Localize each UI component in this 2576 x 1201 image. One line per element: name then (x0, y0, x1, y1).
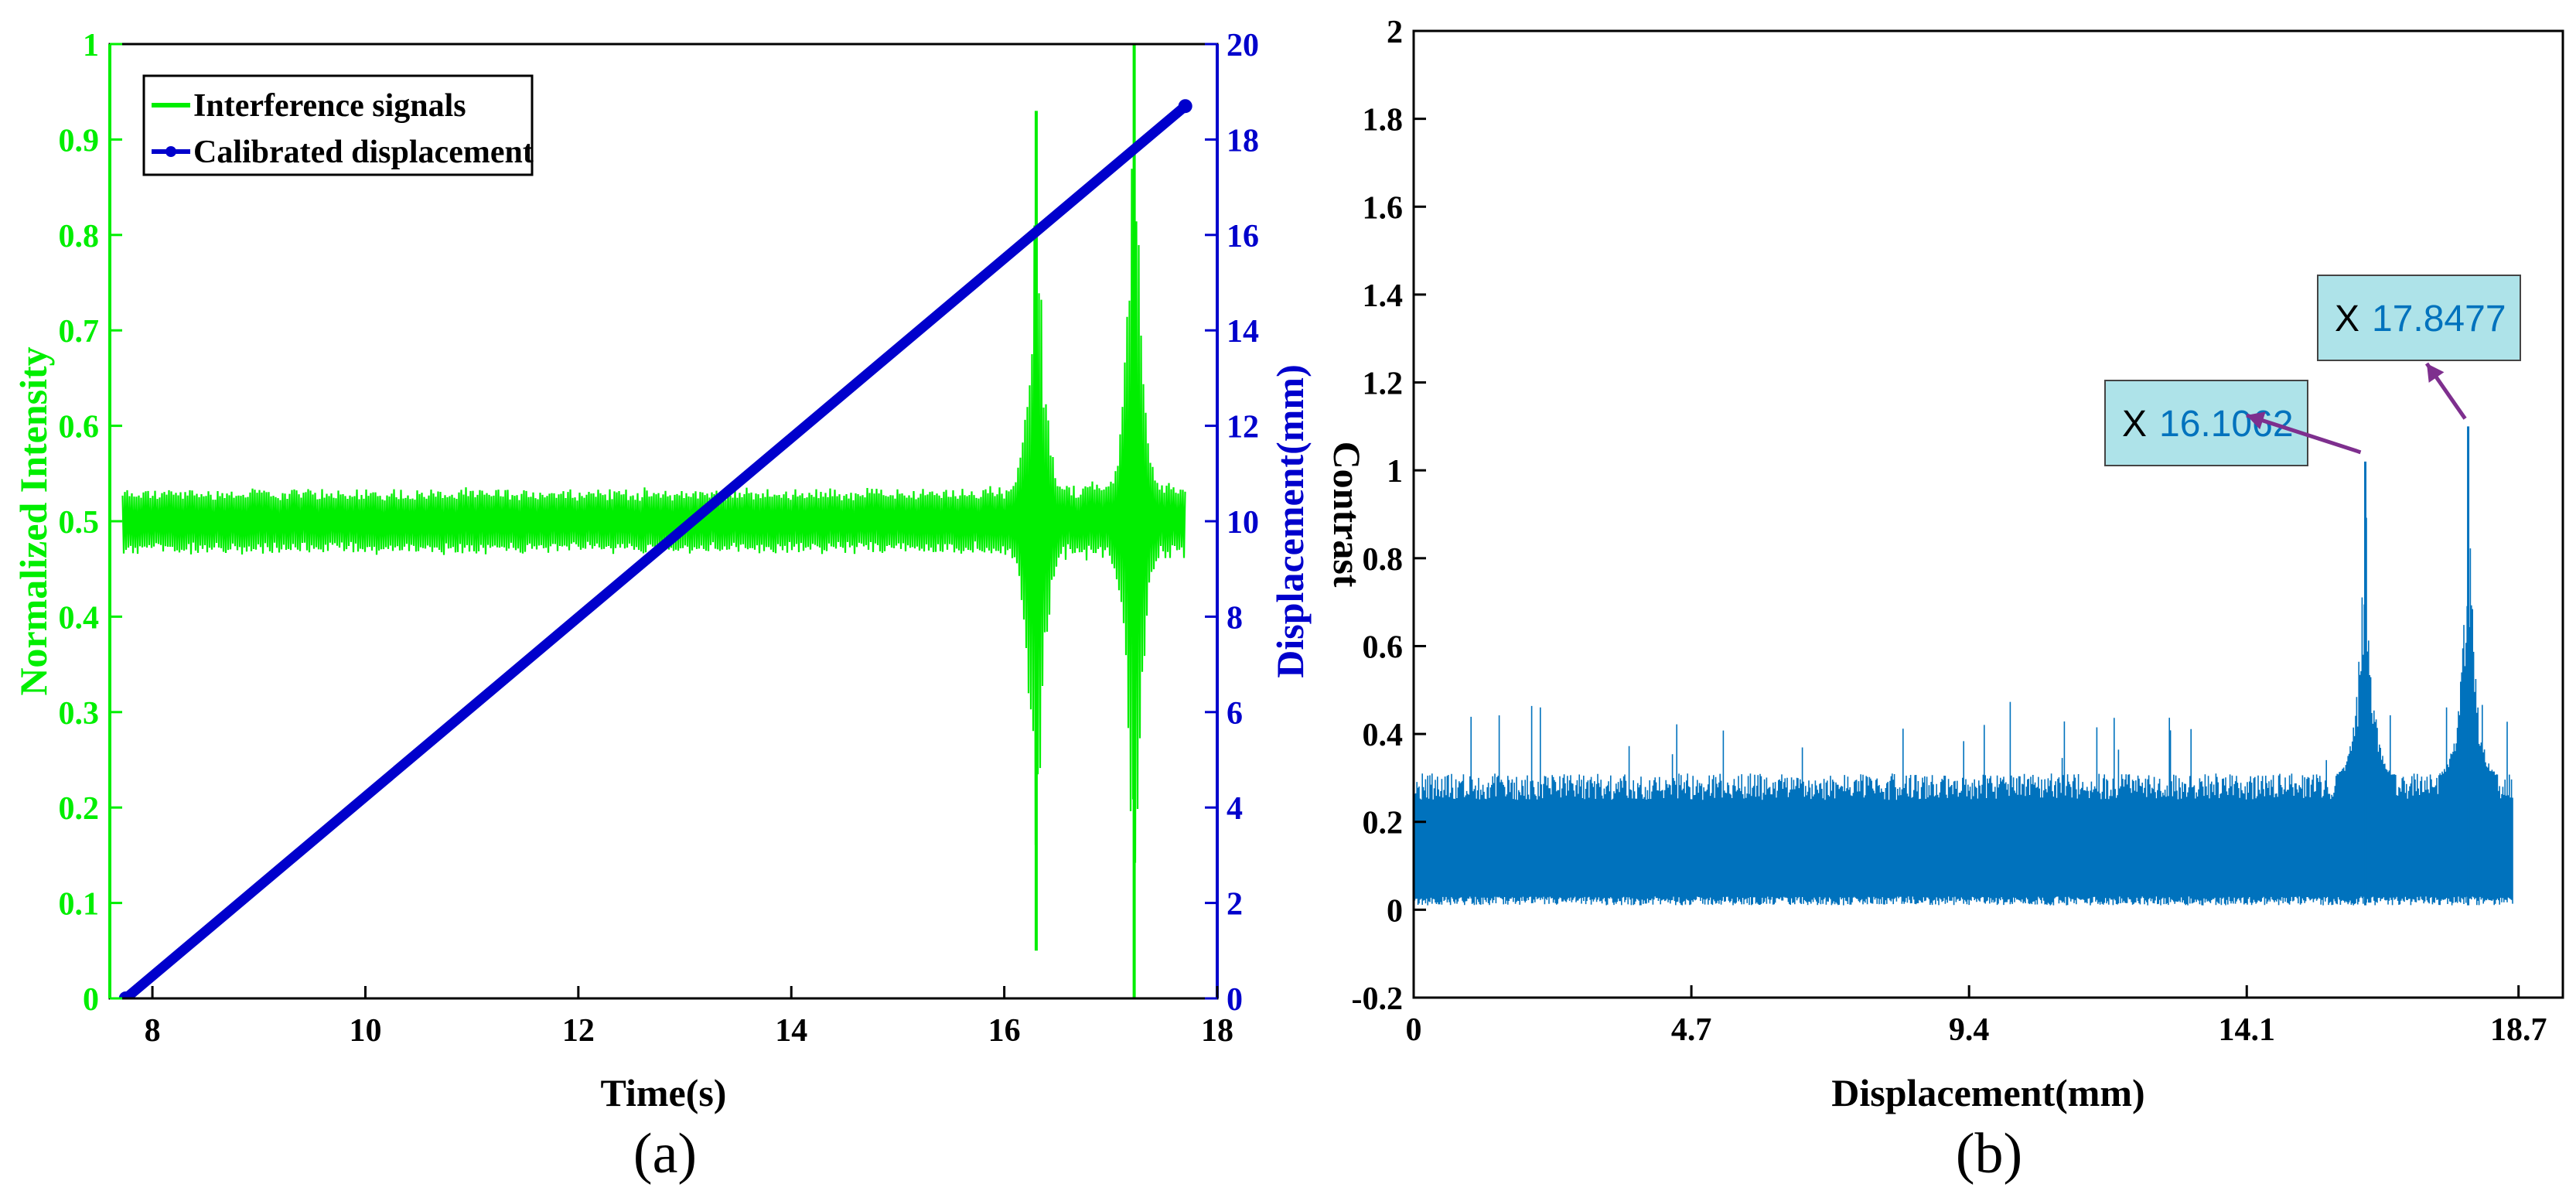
legend-label-displacement: Calibrated displacement (193, 135, 534, 170)
x-tick-label: 0 (1406, 1012, 1422, 1048)
left-y-tick-label: 0.3 (59, 696, 100, 732)
datatip-arrow-line (2246, 413, 2362, 455)
left-y-tick-label: 0.2 (59, 791, 100, 827)
y-tick-label: 0 (1387, 893, 1403, 929)
x-tick-label: 12 (562, 1013, 595, 1049)
panel-a: 8 10 12 14 16 18 00.10.20.30.40.50.60.70.80.9… (12, 28, 1312, 1186)
displacement-line (121, 101, 1191, 998)
y-tick-label: 0.6 (1363, 630, 1404, 665)
interference-signal-trace (121, 44, 1186, 998)
panel-a-right-y-ticks: 0 2 4 6 8 10 12 14 16 18 20 (1205, 28, 1259, 1018)
panel-b-y-ticks: -0.2 0 0.2 0.4 0.6 0.8 1 1.2 1.4 1.6 1.8 2 (1352, 15, 1426, 1017)
right-y-tick-label: 20 (1227, 28, 1259, 63)
right-y-tick-label: 16 (1227, 219, 1259, 254)
y-tick-label: -0.2 (1352, 981, 1404, 1017)
datatip-arrow-head (2427, 363, 2445, 383)
right-y-tick-label: 8 (1227, 600, 1243, 636)
y-tick-label: 1.4 (1363, 278, 1404, 314)
calibrated-displacement-trace (118, 99, 1192, 998)
x-tick-label: 9.4 (1949, 1012, 1990, 1048)
datatip-prefix: X (2122, 404, 2147, 445)
legend-marker-displacement (165, 146, 176, 157)
left-y-tick-label: 0.6 (59, 410, 100, 445)
right-y-tick-label: 18 (1227, 123, 1259, 159)
datatip-prefix: X (2335, 299, 2359, 339)
legend-label-interference: Interference signals (193, 88, 466, 124)
right-y-tick-label: 2 (1227, 887, 1243, 923)
displacement-end-marker (1178, 99, 1192, 114)
contrast-line (1414, 515, 2513, 906)
contrast-trace (1414, 426, 2513, 906)
panel-a-legend: Interference signals Calibrated displace… (142, 74, 534, 176)
panel-b-plot-frame (1412, 29, 2564, 999)
right-y-tick-label: 12 (1227, 410, 1259, 445)
left-y-tick-label: 0.9 (59, 123, 100, 159)
y-tick-label: 0.2 (1363, 806, 1404, 841)
y-tick-label: 1.8 (1363, 103, 1404, 138)
panel-a-left-y-axis-label: Normalized Intensity (12, 346, 55, 695)
x-tick-label: 18.7 (2490, 1012, 2547, 1048)
left-y-tick-label: 0.1 (59, 887, 100, 923)
left-y-tick-label: 0.7 (59, 314, 100, 350)
right-y-tick-label: 0 (1227, 982, 1243, 1018)
x-tick-label: 14.1 (2219, 1012, 2276, 1048)
left-y-tick-label: 0.8 (59, 219, 100, 254)
y-tick-label: 1.6 (1363, 190, 1404, 226)
panel-a-x-ticks: 8 10 12 14 16 18 (145, 986, 1233, 1049)
left-y-tick-label: 0.4 (59, 600, 100, 636)
x-tick-label: 18 (1201, 1013, 1233, 1049)
right-y-tick-label: 4 (1227, 791, 1243, 827)
left-y-tick-label: 0 (83, 982, 99, 1018)
x-tick-label: 10 (349, 1013, 381, 1049)
datatip-arrow-head (2247, 411, 2266, 430)
right-y-tick-label: 6 (1227, 696, 1243, 732)
panel-b-label: (b) (1956, 1122, 2022, 1186)
left-y-tick-label: 0.5 (59, 505, 100, 541)
y-tick-label: 1 (1387, 454, 1403, 490)
right-y-tick-label: 10 (1227, 505, 1259, 541)
panel-a-left-y-ticks: 0 0.1 0.2 0.3 0.4 0.5 0.6 0.7 0.8 0.9 1 (59, 28, 122, 1018)
x-tick-label: 14 (775, 1013, 807, 1049)
displacement-start-marker (118, 991, 133, 998)
panel-a-right-y-axis-label: Displacement(mm) (1268, 364, 1312, 677)
x-tick-label: 8 (145, 1013, 161, 1049)
y-tick-label: 0.8 (1363, 542, 1404, 578)
panel-b: 0 4.7 9.4 14.1 18.7 -0.200.20.40.60.811.21.4… (1326, 15, 2564, 1186)
datatip-value: 17.8477 (2372, 299, 2506, 339)
legend-box (142, 74, 534, 176)
left-y-tick-label: 1 (83, 28, 99, 63)
panel-b-x-ticks: 0 4.7 9.4 14.1 18.7 (1406, 985, 2547, 1048)
panel-b-x-axis-label: Displacement(mm) (1831, 1071, 2144, 1114)
right-y-tick-label: 14 (1227, 314, 1259, 350)
x-tick-label: 16 (988, 1013, 1021, 1049)
y-tick-label: 0.4 (1363, 718, 1404, 753)
panel-a-x-axis-label: Time(s) (601, 1071, 727, 1114)
interference-signal-line (121, 159, 1186, 863)
panel-a-label: (a) (633, 1122, 697, 1186)
y-tick-label: 2 (1387, 15, 1403, 50)
y-tick-label: 1.2 (1363, 367, 1404, 402)
panel-b-y-axis-label: Contrast (1326, 442, 1369, 588)
x-tick-label: 4.7 (1671, 1012, 1712, 1048)
datatip-box (2317, 275, 2521, 361)
